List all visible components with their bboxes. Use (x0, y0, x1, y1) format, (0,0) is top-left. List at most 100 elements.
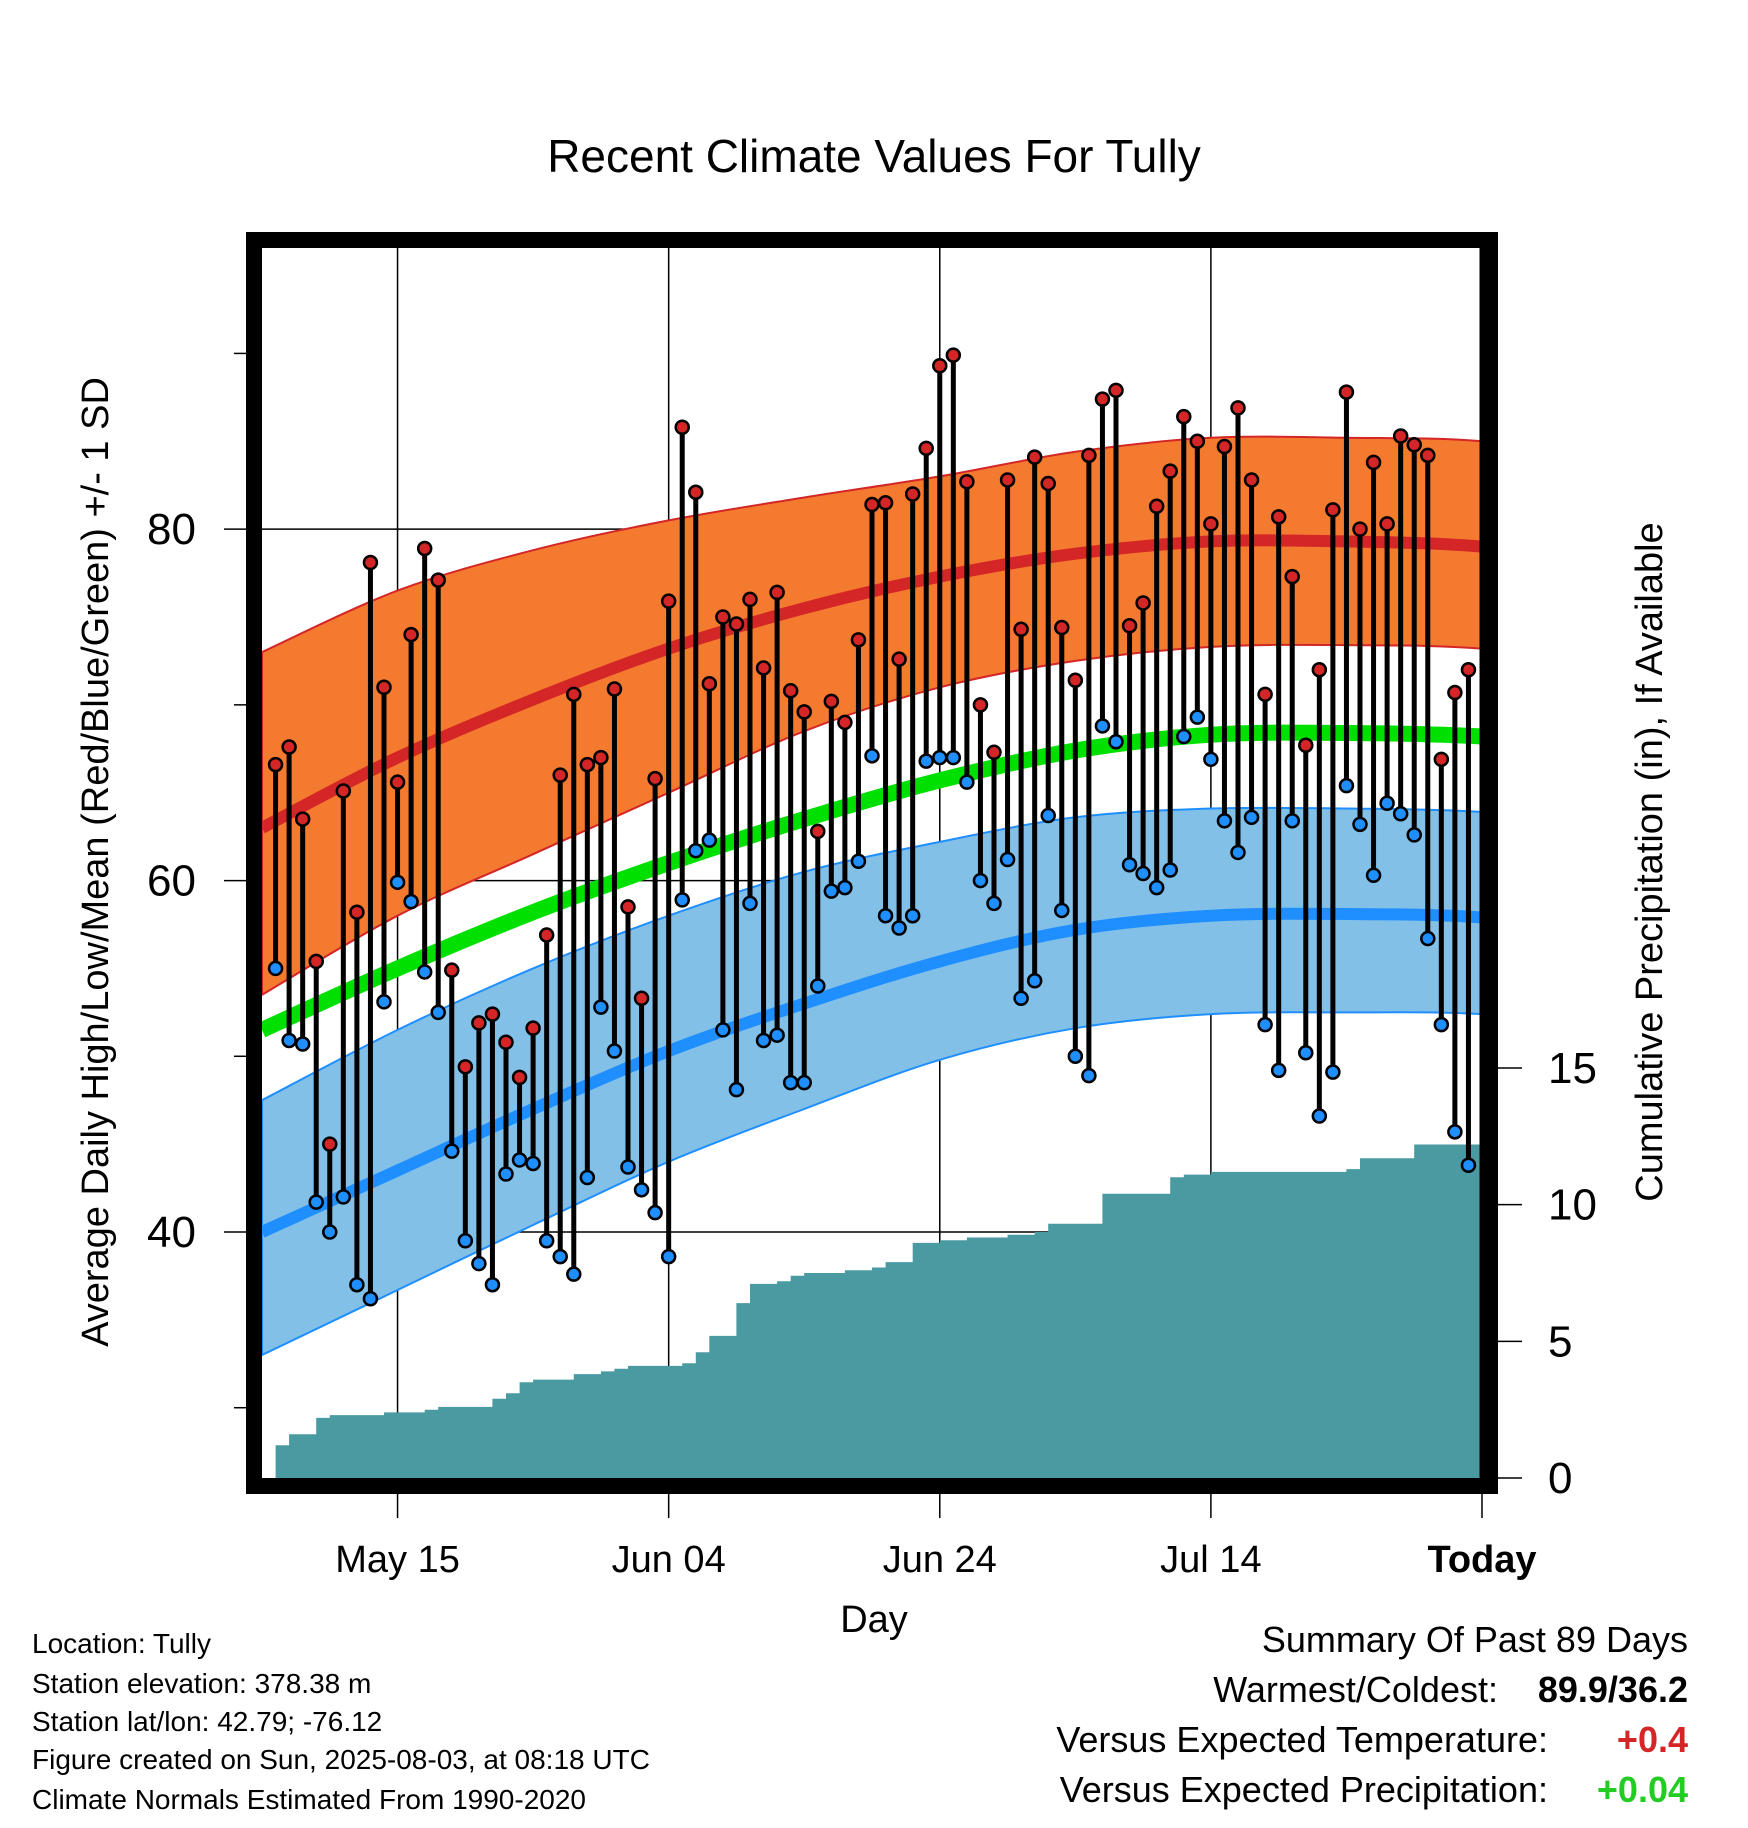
summary-warmest-coldest: Warmest/Coldest: 89.9/36.2 (1213, 1672, 1688, 1708)
figure-created: Figure created on Sun, 2025-08-03, at 08… (32, 1744, 650, 1775)
daily-low-point (281, 1032, 297, 1049)
daily-low-point (335, 1189, 352, 1205)
summary-precipitation: Versus Expected Precipitation: +0.04 (1060, 1772, 1688, 1808)
daily-high-point (1108, 382, 1124, 399)
daily-low-point (891, 920, 907, 936)
summary-title: Summary Of Past 89 Days (1262, 1622, 1688, 1658)
daily-low-point (1176, 728, 1192, 745)
daily-low-point (877, 907, 894, 924)
daily-low-point (389, 874, 406, 891)
daily-low-point (1148, 879, 1165, 896)
daily-high-point (362, 554, 379, 571)
daily-high-point (728, 616, 745, 632)
daily-high-point (606, 681, 623, 697)
daily-high-point (755, 660, 772, 676)
y-axis-label: Average Daily High/Low/Mean (Red/Blue/Gr… (75, 377, 117, 1347)
daily-high-point (1270, 509, 1287, 525)
y-tick-label: 80 (147, 505, 196, 554)
warmest-coldest-value: 89.9/36.2 (1537, 1669, 1688, 1710)
daily-low-point (1270, 1062, 1287, 1079)
daily-high-point (1284, 568, 1300, 585)
daily-high-point (877, 495, 894, 511)
daily-low-point (1284, 813, 1300, 829)
daily-high-point (1013, 621, 1029, 638)
daily-low-point (1243, 809, 1260, 826)
daily-low-point (1094, 718, 1111, 734)
y-tick-label: 60 (147, 857, 196, 906)
daily-low-point (1433, 1016, 1450, 1033)
daily-high-point (1420, 447, 1436, 464)
x-tick-label: Jun 24 (883, 1539, 997, 1581)
daily-high-point (444, 962, 460, 978)
daily-high-point (1040, 475, 1056, 492)
daily-high-point (1298, 737, 1314, 754)
daily-high-point (796, 704, 812, 720)
y2-tick-label: 5 (1548, 1317, 1572, 1366)
daily-low-point (701, 832, 718, 848)
daily-low-point (566, 1266, 582, 1282)
daily-low-point (606, 1043, 623, 1059)
daily-high-point (1243, 472, 1260, 488)
daily-high-point (1135, 595, 1151, 611)
daily-high-point (281, 739, 297, 755)
daily-high-point (810, 823, 826, 840)
daily-high-point (579, 756, 596, 773)
daily-low-point (1162, 862, 1178, 878)
daily-high-point (864, 496, 880, 513)
daily-high-point (1230, 400, 1246, 416)
daily-low-point (1216, 813, 1233, 829)
daily-high-point (1392, 428, 1409, 444)
daily-high-point (1447, 684, 1463, 701)
daily-low-point (416, 964, 433, 980)
daily-low-point (1067, 1048, 1084, 1065)
daily-low-point (810, 978, 826, 994)
daily-high-point (1257, 686, 1273, 703)
daily-high-point (986, 744, 1002, 761)
daily-high-point (904, 486, 921, 502)
daily-low-point (660, 1248, 677, 1265)
daily-low-point (999, 851, 1016, 868)
daily-high-point (837, 714, 853, 731)
daily-low-point (484, 1276, 501, 1293)
daily-low-point (471, 1255, 487, 1272)
daily-low-point (918, 753, 934, 769)
daily-low-point (796, 1074, 812, 1091)
daily-low-point (430, 1004, 446, 1021)
daily-low-point (1189, 709, 1206, 725)
daily-low-point (837, 879, 853, 896)
daily-high-point (430, 572, 446, 588)
daily-high-point (688, 484, 704, 500)
daily-high-point (1189, 433, 1206, 450)
daily-high-point (660, 593, 677, 609)
daily-high-point (1081, 447, 1097, 464)
daily-low-point (349, 1276, 365, 1293)
daily-high-point (322, 1136, 338, 1152)
daily-high-point (1433, 751, 1450, 768)
y2-axis-label: Cumulative Precipitation (in), If Availa… (1629, 522, 1671, 1201)
daily-high-point (335, 783, 352, 799)
low-sd-band (262, 806, 1482, 1357)
daily-high-point (457, 1059, 474, 1075)
daily-low-point (1406, 827, 1422, 843)
daily-high-point (416, 540, 433, 557)
daily-low-point (1054, 902, 1070, 919)
daily-high-point (403, 626, 419, 643)
daily-low-point (1392, 806, 1409, 822)
daily-low-point (1365, 867, 1382, 884)
y2-tick-label: 15 (1548, 1044, 1597, 1093)
daily-high-point (1311, 661, 1328, 678)
daily-low-point (742, 895, 758, 912)
x-axis-label: Day (840, 1599, 908, 1641)
daily-low-point (1420, 930, 1436, 947)
daily-low-point (538, 1233, 555, 1249)
daily-low-point (322, 1224, 338, 1240)
station-location: Location: Tully (32, 1628, 211, 1659)
daily-low-point (1311, 1108, 1328, 1124)
high-sd-band (262, 435, 1482, 996)
warmest-coldest-label: Warmest/Coldest: (1213, 1669, 1498, 1710)
daily-high-point (823, 693, 840, 710)
axes: 40 60 80 0 5 10 15 May 15 Jun 04 Jun 24 Jul 14 Toda… (147, 232, 1597, 1581)
daily-high-point (1162, 463, 1178, 479)
